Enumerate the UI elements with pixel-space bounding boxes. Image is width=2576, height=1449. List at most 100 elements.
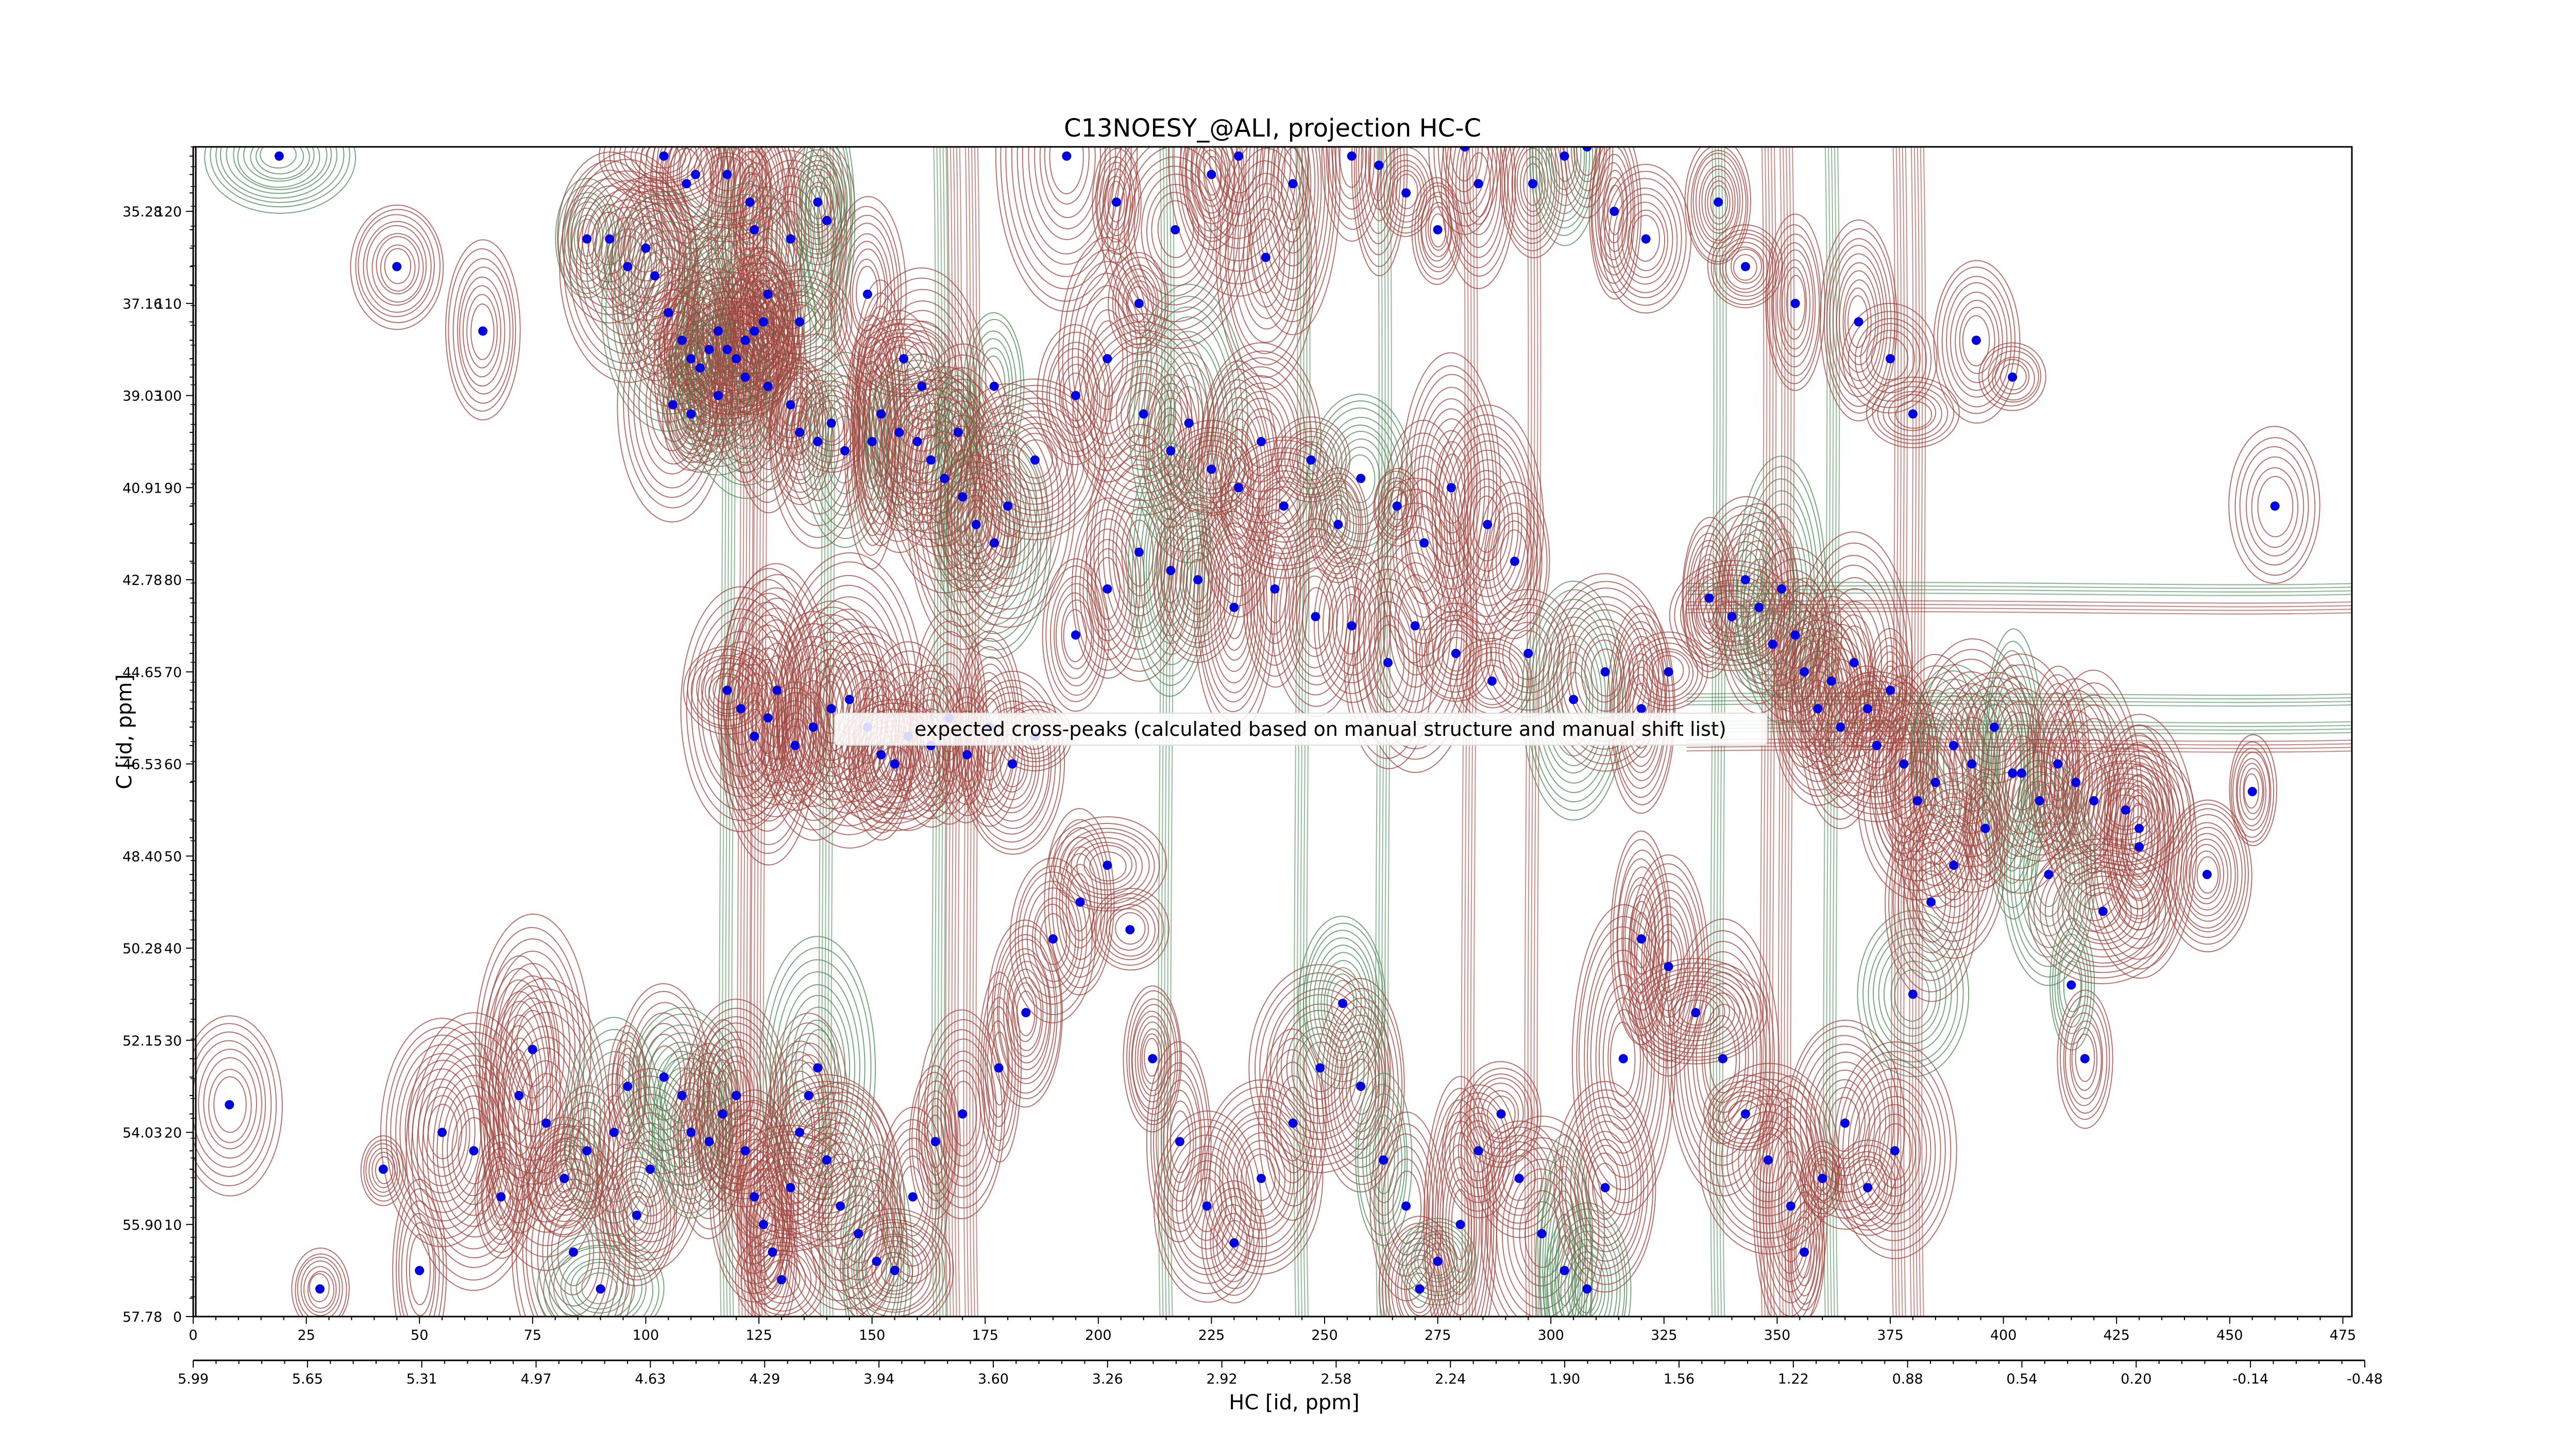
contour-ring <box>1153 1110 1262 1303</box>
expected-peak <box>745 197 755 207</box>
contour-ridge <box>1686 582 2352 585</box>
contour-ring <box>871 1245 919 1295</box>
contour-ring <box>1259 147 1326 290</box>
contour-ring <box>1802 1145 1842 1214</box>
contour-ring <box>1278 147 1309 231</box>
contour-ring <box>237 147 320 188</box>
contour-ring <box>1049 147 1084 195</box>
contour-ring <box>1537 616 1611 784</box>
expected-peak <box>890 759 900 769</box>
contour-ring <box>1042 558 1110 712</box>
expected-peak <box>1103 861 1112 870</box>
contour-ring <box>1270 147 1316 254</box>
expected-peak <box>1229 602 1239 612</box>
contour-ring <box>1182 147 1243 242</box>
expected-peak <box>1514 1173 1524 1183</box>
contour-ring <box>1016 147 1116 265</box>
contour-ring <box>1672 994 1720 1029</box>
contour-ring <box>448 248 516 412</box>
expected-peak <box>1537 1229 1547 1239</box>
contour-ring <box>1242 487 1310 688</box>
contour-ring <box>1771 233 1820 376</box>
contour-ring <box>1588 1152 1621 1220</box>
contour-ring <box>1115 373 1172 453</box>
expected-peak <box>677 335 687 345</box>
expected-peak <box>659 1072 669 1082</box>
ppm-tick-label: 4.97 <box>520 1371 551 1387</box>
contour-ring <box>581 1272 618 1305</box>
contour-ring <box>395 1044 491 1222</box>
contour-ring <box>1475 665 1508 700</box>
contour-ring <box>1089 851 1127 882</box>
expected-peak <box>609 1127 619 1137</box>
contour-ring <box>746 1176 779 1273</box>
contour-ring <box>2064 1012 2103 1106</box>
contour-ring <box>1214 147 1264 203</box>
contour-ring <box>1202 511 1264 703</box>
expected-peak <box>514 1091 524 1101</box>
y-tick-label: 50 <box>164 849 182 865</box>
contour-ring <box>1625 660 1658 758</box>
expected-peak <box>1528 179 1538 189</box>
contour-ring <box>1219 563 1249 651</box>
expected-peak <box>1636 704 1646 714</box>
expected-peak <box>274 151 284 161</box>
contour-ring <box>1251 470 1317 543</box>
contour-ring <box>1523 163 1543 206</box>
contour-ring <box>1413 386 1490 590</box>
contour-ring <box>546 1150 582 1207</box>
contour-ring <box>1449 440 1528 606</box>
expected-peak <box>1103 584 1112 594</box>
contour-ring <box>1546 147 1585 206</box>
x-tick-label: 100 <box>633 1327 659 1343</box>
expected-peak <box>763 289 773 299</box>
peak-markers <box>225 147 2280 1294</box>
contour-ring <box>1011 977 1042 1051</box>
contour-ring <box>2114 757 2164 901</box>
contour-ring <box>835 214 899 375</box>
contour-ring <box>1332 586 1372 666</box>
contour-ring <box>1316 407 1404 548</box>
expected-peak <box>1926 897 1936 907</box>
contour-ring <box>360 1135 406 1206</box>
expected-peak <box>1714 197 1723 207</box>
expected-peak <box>1473 179 1483 189</box>
contour-ring <box>1245 499 1305 677</box>
contour-ring <box>936 1050 990 1178</box>
contour-ring <box>1546 1208 1628 1317</box>
contour-ring <box>1387 1231 1451 1317</box>
expected-peak <box>1523 649 1533 659</box>
contour-ring <box>1296 575 1333 657</box>
contour-ring <box>1423 615 1488 693</box>
contour-ring <box>1560 147 1614 218</box>
contour-ring <box>2230 741 2275 843</box>
contour-ring <box>1836 262 1883 381</box>
contour-ring <box>1087 538 1129 642</box>
contour-ring <box>1566 147 1607 199</box>
contour-ring <box>1128 998 1178 1122</box>
expected-peak <box>1333 519 1343 529</box>
contour-ring <box>764 1259 801 1298</box>
contour-ring <box>1266 1049 1318 1194</box>
expected-peak <box>596 1284 605 1294</box>
contour-ring <box>1661 986 1730 1037</box>
expected-peak <box>1075 897 1085 907</box>
contour-ring <box>1157 504 1239 656</box>
contour-ring <box>1248 147 1337 323</box>
contour-ring <box>1634 873 1704 1062</box>
contour-ring <box>1895 400 1933 429</box>
contour-ring <box>951 453 1039 634</box>
contour-ring <box>1219 429 1260 550</box>
y-tick-label: 40 <box>164 941 182 957</box>
contour-ring <box>1465 1126 1492 1173</box>
contour-ring <box>570 1261 630 1314</box>
contour-ring <box>1548 147 1582 196</box>
contour-ring <box>1346 1051 1377 1125</box>
contour-ring <box>1266 988 1376 1150</box>
contour-ring <box>1535 147 1594 229</box>
ppm-tick-label: -0.14 <box>2232 1371 2268 1387</box>
expected-peak <box>917 381 927 391</box>
contour-ring <box>1707 180 1731 225</box>
expected-peak <box>1234 483 1244 493</box>
contour-ring <box>1825 681 1930 809</box>
